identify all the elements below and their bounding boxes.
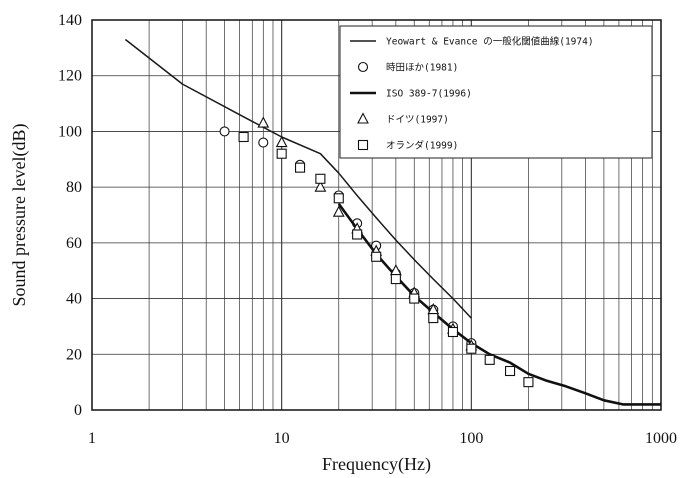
legend-label: ISO 389-7(1996) — [386, 89, 472, 100]
y-tick-label: 100 — [58, 123, 82, 140]
data-point — [257, 116, 270, 128]
data-point — [447, 326, 459, 338]
y-tick-label: 40 — [66, 291, 82, 308]
y-tick-label: 140 — [58, 12, 82, 29]
x-tick-label: 10 — [274, 430, 290, 447]
data-point — [504, 365, 516, 377]
x-tick-label: 1 — [88, 430, 96, 447]
legend-label: 時田ほか(1981) — [386, 63, 458, 74]
data-point — [466, 343, 477, 354]
x-tick-label: 100 — [459, 430, 483, 447]
series-2 — [337, 203, 661, 406]
data-point — [484, 354, 495, 365]
data-point — [390, 274, 401, 285]
data-point — [371, 251, 382, 262]
data-point — [314, 180, 327, 192]
y-tick-label: 60 — [66, 235, 82, 252]
legend-label: オランダ(1999) — [386, 140, 458, 152]
series-line — [124, 38, 472, 319]
data-point — [523, 377, 534, 388]
series-0 — [124, 38, 472, 319]
data-point — [275, 135, 288, 148]
series-layer — [124, 38, 661, 406]
data-point — [219, 126, 230, 137]
y-axis-label: Sound pressure level(dB) — [9, 124, 30, 307]
legend-swatch — [357, 112, 369, 124]
y-tick-label: 20 — [66, 346, 82, 363]
y-tick-label: 120 — [58, 68, 82, 85]
legend-label: ドイツ(1997) — [386, 115, 449, 126]
plot-frame — [91, 19, 662, 411]
legend: Yeowart & Evance の一般化閾値曲線(1974) 時田ほか(1981… — [339, 25, 653, 159]
data-point — [315, 173, 326, 184]
data-point — [332, 205, 345, 217]
data-point — [238, 131, 249, 143]
legend-label: Yeowart & Evance の一般化閾値曲線(1974) — [386, 36, 594, 48]
legend-box — [339, 25, 653, 159]
y-tick-label: 80 — [66, 179, 82, 196]
series-4 — [238, 131, 534, 388]
data-point — [276, 148, 287, 159]
data-point — [333, 193, 344, 204]
y-tick-label: 0 — [74, 402, 82, 419]
legend-swatch — [357, 139, 369, 151]
data-point — [294, 162, 306, 173]
data-point — [409, 293, 420, 304]
legend-swatch — [357, 61, 369, 73]
data-point — [352, 229, 363, 240]
data-point — [428, 313, 439, 324]
data-point — [258, 137, 269, 148]
x-tick-label: 1000 — [645, 430, 677, 447]
series-line — [337, 203, 661, 406]
x-axis-label: Frequency(Hz) — [322, 454, 431, 475]
tick-labels: 0 20 40 60 80 100 120 140 1 10 100 1000 — [58, 12, 677, 447]
